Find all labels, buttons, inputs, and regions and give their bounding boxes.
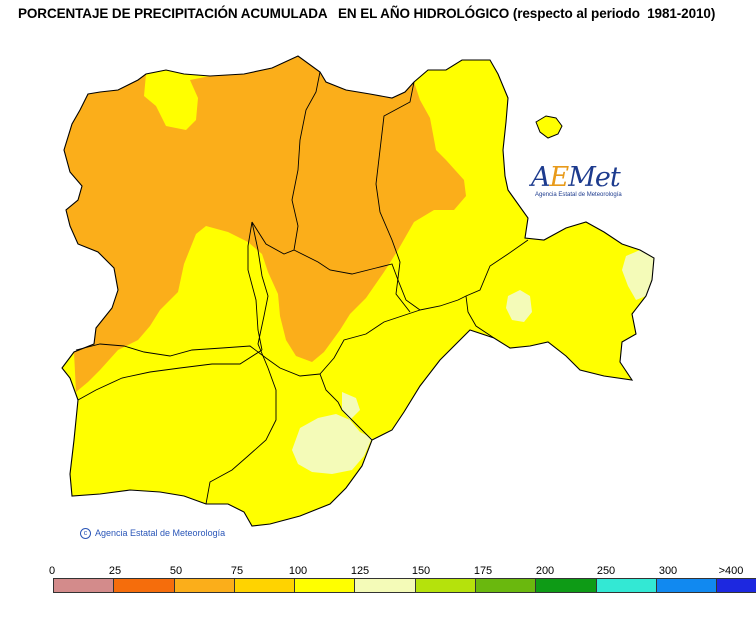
scale-segment [355, 579, 416, 592]
copyright-notice: c Agencia Estatal de Meteorología [80, 528, 226, 540]
aemet-logo-subtitle: Agencia Estatal de Meteorología [535, 192, 622, 198]
region-fill [62, 56, 654, 526]
scale-segment [234, 579, 296, 592]
border-valladolid-segovia [319, 309, 421, 375]
scale-tick-label: 200 [535, 565, 555, 577]
scale-tick-label: 25 [108, 565, 122, 577]
border-avila-segovia [319, 373, 373, 441]
scale-tick-label: 175 [473, 565, 493, 577]
scale-tick-label: 0 [48, 565, 56, 577]
region-enclave [535, 115, 563, 139]
scale-tick-label: >400 [718, 565, 744, 577]
aemet-logo: AEMet Agencia Estatal de Meteorología [531, 162, 631, 202]
scale-tick-label: 125 [350, 565, 370, 577]
scale-segment [415, 579, 477, 592]
copyright-text: Agencia Estatal de Meteorología [95, 528, 226, 538]
scale-tick-label: 150 [411, 565, 431, 577]
border-zamora-salamanca [77, 349, 263, 401]
border-zamora-valladolid [247, 221, 263, 351]
scale-segment [114, 579, 175, 592]
border-palencia-burgos [375, 81, 415, 313]
copyright-icon: c [80, 528, 91, 540]
region-100-125-south [292, 414, 372, 474]
border-valladolid-burgos [293, 239, 529, 311]
scale-segment [596, 579, 657, 592]
scale-segment [536, 579, 597, 592]
scale-tick-label: 300 [658, 565, 678, 577]
scale-segment [54, 579, 115, 592]
province-borders [75, 71, 529, 505]
aemet-logo-wordmark: AEMet [531, 162, 621, 193]
border-segovia-soria [465, 295, 495, 339]
scale-segment [174, 579, 235, 592]
border-salamanca-avila [205, 367, 277, 505]
border-leon-zamora [75, 343, 321, 377]
scale-segment [476, 579, 537, 592]
color-scale-bar [53, 578, 756, 593]
border-leon-palencia [251, 71, 321, 369]
scale-segment [717, 579, 756, 592]
scale-tick-label: 100 [288, 565, 308, 577]
scale-segment [656, 579, 718, 592]
region-100-125-south-strip [342, 392, 360, 420]
scale-tick-label: 50 [169, 565, 183, 577]
community-border [61, 55, 655, 527]
scale-tick-label: 75 [230, 565, 244, 577]
map-title: PORCENTAJE DE PRECIPITACIÓN ACUMULADA EN… [18, 6, 716, 21]
scale-segment [295, 579, 356, 592]
region-lt75-northwest [64, 56, 466, 392]
scale-tick-label: 250 [596, 565, 616, 577]
region-100-125-east [622, 250, 654, 300]
region-100-125-center-east [506, 290, 532, 322]
